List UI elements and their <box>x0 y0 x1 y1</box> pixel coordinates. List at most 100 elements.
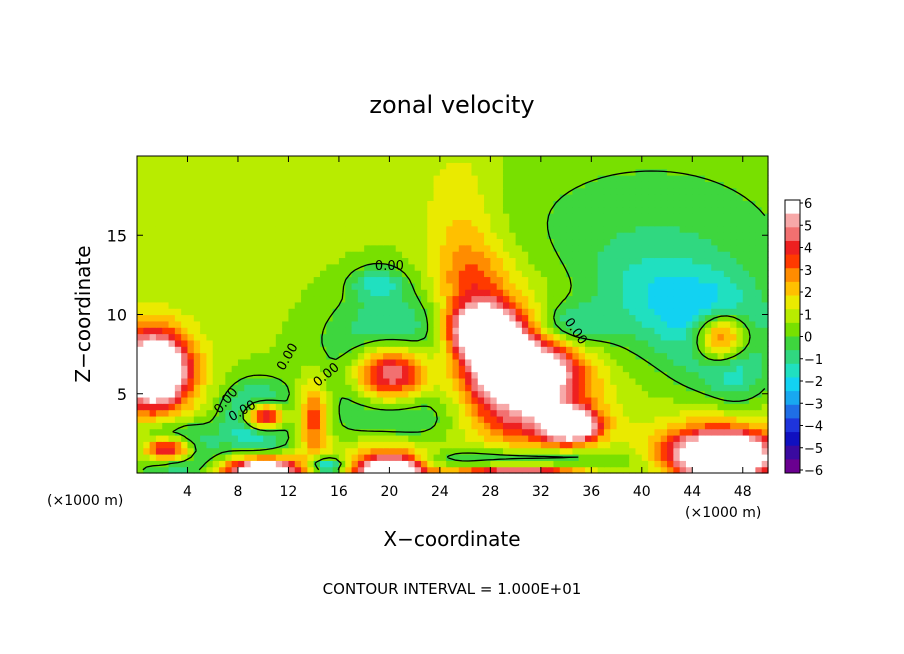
field-cell <box>345 200 353 208</box>
field-cell <box>219 314 226 322</box>
field-cell <box>357 282 365 290</box>
field-cell <box>755 162 763 170</box>
field-cell <box>301 213 308 220</box>
field-cell <box>515 415 523 423</box>
field-cell <box>736 232 744 240</box>
field-cell <box>585 460 592 468</box>
field-cell <box>282 282 290 290</box>
field-cell <box>629 320 637 328</box>
field-cell <box>364 460 372 468</box>
field-cell <box>679 295 687 303</box>
field-cell <box>244 175 252 182</box>
field-cell <box>326 238 334 246</box>
field-cell <box>231 396 239 404</box>
field-cell <box>187 175 195 182</box>
field-cell <box>200 219 208 227</box>
field-cell <box>420 428 428 436</box>
field-cell <box>420 219 428 227</box>
field-cell <box>465 244 473 252</box>
field-cell <box>237 415 245 423</box>
field-cell <box>137 434 144 442</box>
field-cell <box>509 181 517 189</box>
field-cell <box>667 219 674 227</box>
field-cell <box>711 327 719 335</box>
field-cell <box>439 263 447 271</box>
field-cell <box>622 257 630 265</box>
field-cell <box>484 346 491 354</box>
field-cell <box>294 257 302 265</box>
field-cell <box>200 460 208 468</box>
field-cell <box>685 162 693 170</box>
field-cell <box>294 276 302 284</box>
field-cell <box>559 232 567 240</box>
field-cell <box>149 396 157 404</box>
field-cell <box>685 453 693 461</box>
field-cell <box>351 441 359 449</box>
field-cell <box>319 434 327 442</box>
field-cell <box>193 339 201 347</box>
field-cell <box>521 453 529 461</box>
field-cell <box>351 251 359 259</box>
field-cell <box>433 396 441 404</box>
field-cell <box>458 460 466 468</box>
field-cell <box>578 194 586 201</box>
field-cell <box>263 346 271 354</box>
field-cell <box>338 244 346 252</box>
field-cell <box>572 339 580 347</box>
field-cell <box>389 314 397 322</box>
field-cell <box>376 308 384 316</box>
field-cell <box>288 460 296 468</box>
field-cell <box>231 320 239 328</box>
field-cell <box>749 270 756 278</box>
field-cell <box>206 422 214 430</box>
field-cell <box>685 447 693 455</box>
field-cell <box>376 238 384 246</box>
field-cell <box>585 181 592 189</box>
field-cell <box>585 365 592 373</box>
field-cell <box>749 339 756 347</box>
field-cell <box>402 219 409 227</box>
field-cell <box>667 415 674 423</box>
field-cell <box>559 339 567 347</box>
field-cell <box>755 453 763 461</box>
field-cell <box>263 339 271 347</box>
field-cell <box>635 232 643 240</box>
field-cell <box>383 295 390 303</box>
field-cell <box>275 384 283 392</box>
field-cell <box>319 415 327 423</box>
field-cell <box>736 327 744 335</box>
field-cell <box>585 194 592 201</box>
field-cell <box>704 219 712 227</box>
field-cell <box>237 352 245 360</box>
field-cell <box>698 327 706 335</box>
field-cell <box>427 447 435 455</box>
field-cell <box>206 232 214 240</box>
field-cell <box>319 365 327 373</box>
field-cell <box>383 213 390 220</box>
field-cell <box>704 434 712 442</box>
field-cell <box>181 225 189 233</box>
field-cell <box>269 447 277 455</box>
field-cell <box>654 333 662 341</box>
field-cell <box>736 206 744 214</box>
field-cell <box>660 314 668 322</box>
field-cell <box>313 238 321 246</box>
field-cell <box>704 251 712 259</box>
field-cell <box>389 187 397 195</box>
field-cell <box>553 282 561 290</box>
field-cell <box>231 175 239 182</box>
field-cell <box>319 156 327 163</box>
field-cell <box>654 339 662 347</box>
field-cell <box>648 434 656 442</box>
field-cell <box>490 346 498 354</box>
field-cell <box>572 377 580 385</box>
field-cell <box>288 244 296 252</box>
field-cell <box>502 162 510 170</box>
field-cell <box>149 181 157 189</box>
field-cell <box>534 434 542 442</box>
field-cell <box>168 320 176 328</box>
field-cell <box>231 295 239 303</box>
field-cell <box>566 232 573 240</box>
field-cell <box>660 396 668 404</box>
field-cell <box>515 441 523 449</box>
